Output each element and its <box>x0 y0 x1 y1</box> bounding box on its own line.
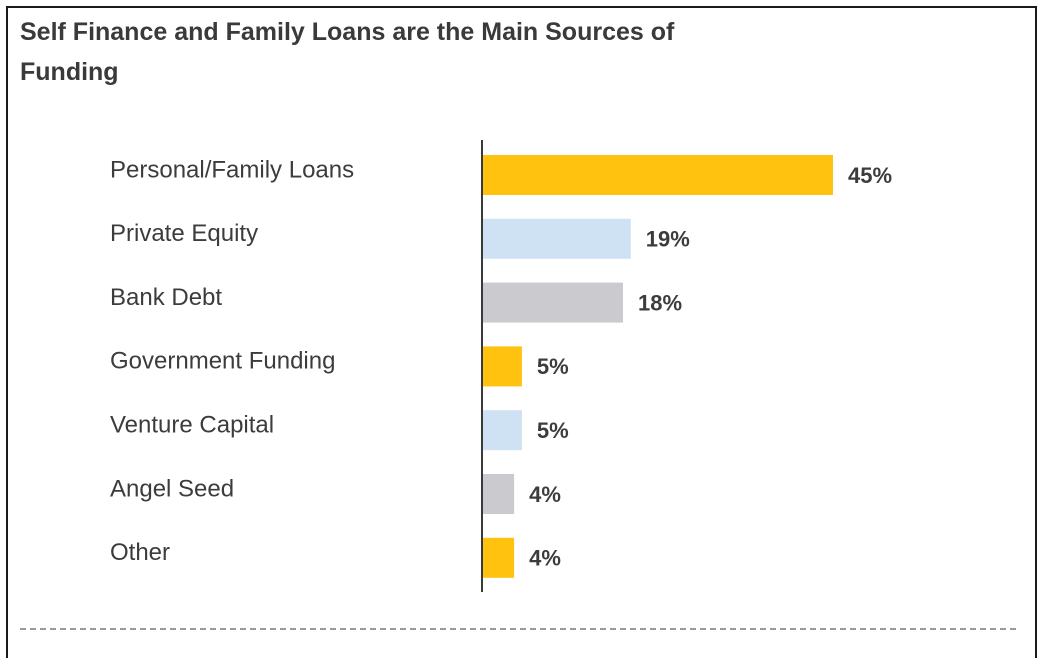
chart-title: Self Finance and Family Loans are the Ma… <box>20 18 675 86</box>
value-label-2: 18% <box>638 290 682 315</box>
bar-3 <box>483 346 522 387</box>
bar-1 <box>483 218 631 259</box>
bar-0 <box>483 155 833 195</box>
value-label-0: 45% <box>848 163 892 188</box>
bar-6 <box>483 537 515 578</box>
category-label-2: Bank Debt <box>110 284 222 311</box>
bar-2 <box>483 282 623 323</box>
bar-4 <box>483 410 522 451</box>
dashed-divider <box>20 628 1016 630</box>
chart-frame <box>6 6 1037 658</box>
value-label-4: 5% <box>537 418 569 443</box>
bar-5 <box>483 474 515 514</box>
category-label-3: Government Funding <box>110 348 335 375</box>
category-label-1: Private Equity <box>110 220 258 247</box>
value-label-1: 19% <box>646 227 690 252</box>
category-label-6: Other <box>110 539 170 566</box>
value-label-6: 4% <box>529 546 561 571</box>
category-label-0: Personal/Family Loans <box>110 156 354 183</box>
category-label-5: Angel Seed <box>110 475 234 502</box>
value-label-3: 5% <box>537 354 569 379</box>
category-label-4: Venture Capital <box>110 412 274 439</box>
value-label-5: 4% <box>529 482 561 507</box>
